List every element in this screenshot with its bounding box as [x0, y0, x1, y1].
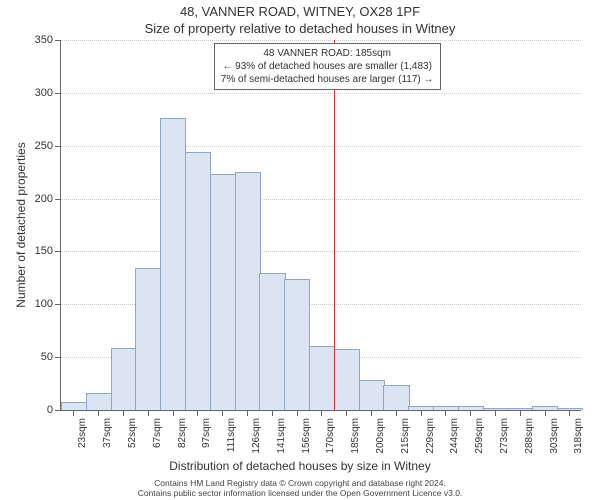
annotation-line: 48 VANNER ROAD: 185sqm [221, 47, 434, 60]
x-tick-label: 303sqm [549, 418, 560, 454]
y-tick-label: 350 [35, 34, 53, 46]
y-tick [55, 357, 61, 358]
grid-line [61, 93, 581, 94]
plot-area: 05010015020025030035023sqm37sqm52sqm67sq… [60, 40, 581, 411]
footer-line1: Contains HM Land Registry data © Crown c… [0, 478, 600, 488]
x-tick-label: 259sqm [474, 418, 485, 454]
marker-line [334, 40, 335, 410]
x-tick-label: 288sqm [524, 418, 535, 454]
x-tick [321, 410, 322, 416]
x-tick [569, 410, 570, 416]
footer-attribution: Contains HM Land Registry data © Crown c… [0, 478, 600, 498]
x-tick-label: 23sqm [77, 418, 88, 448]
x-tick [197, 410, 198, 416]
x-tick [98, 410, 99, 416]
x-tick-label: 229sqm [425, 418, 436, 454]
grid-line [61, 146, 581, 147]
x-tick-label: 37sqm [102, 418, 113, 448]
x-tick [421, 410, 422, 416]
grid-line [61, 40, 581, 41]
x-tick-label: 156sqm [301, 418, 312, 454]
x-tick [520, 410, 521, 416]
y-tick [55, 199, 61, 200]
x-tick-label: 52sqm [127, 418, 138, 448]
annotation-box: 48 VANNER ROAD: 185sqm← 93% of detached … [214, 43, 441, 90]
x-tick-label: 244sqm [449, 418, 460, 454]
x-tick-label: 318sqm [573, 418, 584, 454]
x-tick [346, 410, 347, 416]
x-tick-label: 82sqm [177, 418, 188, 448]
y-tick-label: 100 [35, 298, 53, 310]
x-tick [545, 410, 546, 416]
grid-line [61, 199, 581, 200]
x-tick [222, 410, 223, 416]
x-tick [148, 410, 149, 416]
histogram-bar [309, 346, 335, 410]
y-tick [55, 40, 61, 41]
grid-line [61, 251, 581, 252]
y-tick [55, 304, 61, 305]
y-tick-label: 200 [35, 193, 53, 205]
histogram-bar [160, 118, 186, 410]
histogram-bar [210, 174, 236, 410]
x-axis-title: Distribution of detached houses by size … [0, 459, 600, 473]
histogram-bar [185, 152, 211, 410]
x-tick [396, 410, 397, 416]
x-tick-label: 67sqm [152, 418, 163, 448]
histogram-bar [259, 273, 285, 410]
footer-line2: Contains public sector information licen… [0, 488, 600, 498]
x-tick-label: 200sqm [375, 418, 386, 454]
x-tick [272, 410, 273, 416]
histogram-bar [111, 348, 137, 410]
y-tick [55, 251, 61, 252]
y-tick-label: 250 [35, 140, 53, 152]
x-tick-label: 185sqm [350, 418, 361, 454]
x-tick-label: 126sqm [251, 418, 262, 454]
histogram-bar [334, 349, 360, 410]
y-tick-label: 150 [35, 245, 53, 257]
x-tick [123, 410, 124, 416]
y-tick [55, 93, 61, 94]
x-tick [297, 410, 298, 416]
histogram-bar [235, 172, 261, 410]
y-tick-label: 300 [35, 87, 53, 99]
y-tick-label: 0 [47, 404, 53, 416]
x-tick-label: 215sqm [400, 418, 411, 454]
histogram-bar [284, 279, 310, 410]
histogram-bar [61, 402, 87, 410]
y-tick-label: 50 [41, 351, 53, 363]
histogram-bar [86, 393, 112, 410]
x-tick-label: 170sqm [325, 418, 336, 454]
y-tick [55, 410, 61, 411]
x-tick-label: 273sqm [499, 418, 510, 454]
x-tick-label: 111sqm [226, 418, 237, 452]
x-tick [495, 410, 496, 416]
y-axis-title: Number of detached properties [14, 142, 28, 307]
x-tick-label: 97sqm [201, 418, 212, 448]
x-tick [247, 410, 248, 416]
title-sub: Size of property relative to detached ho… [0, 21, 600, 36]
x-tick [470, 410, 471, 416]
x-tick [445, 410, 446, 416]
chart-container: 48, VANNER ROAD, WITNEY, OX28 1PF Size o… [0, 0, 600, 500]
x-tick [173, 410, 174, 416]
histogram-bar [135, 268, 161, 410]
title-main: 48, VANNER ROAD, WITNEY, OX28 1PF [0, 4, 600, 19]
annotation-line: 7% of semi-detached houses are larger (1… [221, 73, 434, 86]
x-tick-label: 141sqm [276, 418, 287, 454]
x-tick [371, 410, 372, 416]
x-tick [73, 410, 74, 416]
annotation-line: ← 93% of detached houses are smaller (1,… [221, 60, 434, 73]
histogram-bar [359, 380, 385, 410]
histogram-bar [383, 385, 409, 410]
y-tick [55, 146, 61, 147]
